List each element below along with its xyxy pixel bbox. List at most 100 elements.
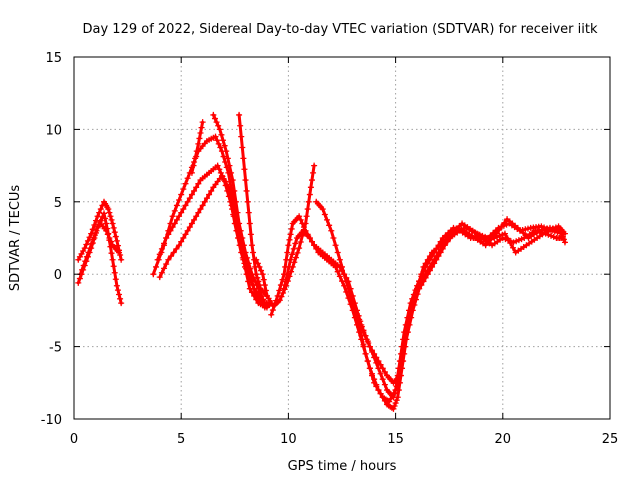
data-point-marker bbox=[182, 202, 189, 209]
data-point-marker bbox=[560, 236, 567, 243]
data-point-marker bbox=[113, 237, 120, 244]
data-point-marker bbox=[256, 282, 263, 289]
data-point-marker bbox=[356, 316, 363, 323]
data-point-marker bbox=[158, 245, 165, 252]
data-point-marker bbox=[296, 245, 303, 252]
data-point-marker bbox=[111, 269, 118, 276]
data-point-marker bbox=[258, 267, 265, 274]
data-point-marker bbox=[244, 198, 251, 205]
plot-frame bbox=[73, 56, 611, 420]
data-point-marker bbox=[391, 390, 398, 397]
data-point-marker bbox=[254, 260, 261, 267]
data-point-marker bbox=[112, 233, 119, 240]
data-point-marker bbox=[524, 225, 531, 232]
data-point-marker bbox=[297, 216, 304, 223]
data-point-marker bbox=[117, 295, 124, 302]
data-point-marker bbox=[220, 153, 227, 160]
data-point-marker bbox=[225, 184, 232, 191]
data-point-marker bbox=[391, 402, 398, 409]
data-point-marker bbox=[91, 232, 98, 239]
data-point-marker bbox=[377, 370, 384, 377]
data-point-marker bbox=[170, 249, 177, 256]
data-point-marker bbox=[253, 296, 260, 303]
data-point-marker bbox=[259, 271, 266, 278]
data-point-marker bbox=[238, 133, 245, 140]
data-point-marker bbox=[101, 210, 108, 217]
data-point-marker bbox=[184, 175, 191, 182]
data-point-marker bbox=[371, 354, 378, 361]
data-point-marker bbox=[390, 405, 397, 412]
data-point-marker bbox=[445, 233, 452, 240]
data-point-marker bbox=[228, 169, 235, 176]
data-point-marker bbox=[178, 191, 185, 198]
data-point-marker bbox=[80, 262, 87, 269]
data-point-marker bbox=[163, 261, 170, 268]
data-point-marker bbox=[552, 224, 559, 231]
data-point-marker bbox=[440, 239, 447, 246]
data-point-marker bbox=[354, 311, 361, 318]
data-point-marker bbox=[285, 263, 292, 270]
data-point-marker bbox=[442, 236, 449, 243]
data-point-marker bbox=[116, 291, 123, 298]
data-point-marker bbox=[156, 251, 163, 258]
data-point-marker bbox=[109, 220, 116, 227]
data-point-marker bbox=[102, 215, 109, 222]
data-point-marker bbox=[286, 236, 293, 243]
data-point-marker bbox=[180, 206, 187, 213]
data-point-marker bbox=[89, 226, 96, 233]
data-point-marker bbox=[522, 226, 529, 233]
data-point-marker bbox=[81, 245, 88, 252]
data-point-marker bbox=[178, 238, 185, 245]
data-point-marker bbox=[274, 292, 281, 299]
data-point-marker bbox=[375, 387, 382, 394]
data-point-marker bbox=[548, 232, 555, 239]
data-point-marker bbox=[188, 191, 195, 198]
data-point-marker bbox=[253, 271, 260, 278]
x-tick-label: 25 bbox=[602, 432, 619, 447]
data-point-marker bbox=[188, 220, 195, 227]
x-axis-label: GPS time / hours bbox=[288, 459, 397, 474]
data-point-marker bbox=[229, 177, 236, 184]
data-point-marker bbox=[260, 276, 267, 283]
data-point-marker bbox=[216, 126, 223, 133]
data-series bbox=[75, 111, 568, 412]
data-point-marker bbox=[536, 227, 543, 234]
data-point-marker bbox=[87, 245, 94, 252]
data-point-marker bbox=[171, 207, 178, 214]
data-point-marker bbox=[176, 196, 183, 203]
data-point-marker bbox=[83, 241, 90, 248]
data-point-marker bbox=[550, 225, 557, 232]
data-point-marker bbox=[248, 289, 255, 296]
data-point-marker bbox=[336, 256, 343, 263]
data-point-marker bbox=[426, 253, 433, 260]
data-point-marker bbox=[282, 278, 289, 285]
data-point-marker bbox=[491, 235, 498, 241]
data-point-marker bbox=[424, 256, 431, 263]
data-point-marker bbox=[437, 249, 444, 256]
data-point-marker bbox=[241, 166, 248, 173]
data-point-marker bbox=[411, 292, 418, 299]
series-track-n bbox=[349, 220, 568, 401]
data-point-marker bbox=[375, 365, 382, 372]
data-point-marker bbox=[168, 253, 175, 260]
data-point-marker bbox=[393, 397, 400, 404]
data-point-marker bbox=[277, 282, 284, 289]
data-point-marker bbox=[215, 140, 222, 147]
data-point-marker bbox=[414, 285, 421, 292]
data-point-marker bbox=[373, 383, 380, 390]
data-point-marker bbox=[424, 271, 431, 278]
data-point-marker bbox=[118, 256, 125, 263]
data-point-marker bbox=[416, 278, 423, 285]
data-point-marker bbox=[392, 387, 399, 394]
data-point-marker bbox=[291, 259, 298, 266]
data-point-marker bbox=[176, 213, 183, 220]
data-point-marker bbox=[116, 249, 123, 256]
data-point-marker bbox=[290, 245, 297, 252]
data-point-marker bbox=[212, 133, 219, 140]
data-point-marker bbox=[390, 394, 397, 401]
data-point-marker bbox=[458, 227, 465, 234]
x-tick-label: 0 bbox=[70, 432, 78, 447]
data-point-marker bbox=[349, 300, 356, 307]
data-point-marker bbox=[248, 242, 255, 249]
data-point-marker bbox=[112, 276, 119, 283]
